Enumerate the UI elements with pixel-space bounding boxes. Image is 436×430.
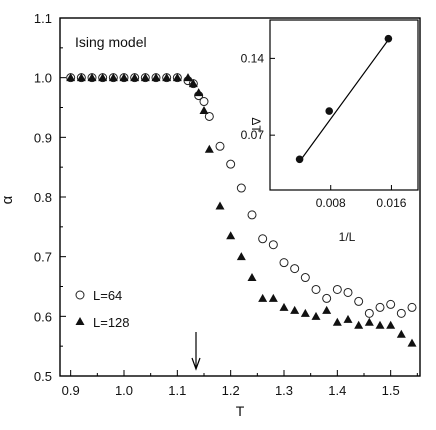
- y-tick-label: 0.8: [34, 190, 52, 205]
- data-point-filled-triangle: [130, 73, 140, 82]
- inset-fit-line: [299, 39, 389, 162]
- data-point-filled-triangle: [407, 338, 417, 347]
- data-point-filled-triangle: [151, 73, 161, 82]
- inset-x-tick-label: 0.016: [376, 196, 406, 210]
- data-point-filled-triangle: [268, 293, 278, 302]
- data-point-open-circle: [226, 159, 236, 169]
- data-point-open-circle: [396, 308, 406, 318]
- data-point-filled-triangle: [396, 329, 406, 338]
- x-tick-label: 1.3: [275, 383, 293, 398]
- data-point-filled-triangle: [76, 73, 86, 82]
- data-point-filled-triangle: [188, 79, 198, 88]
- y-axis-label: α: [0, 195, 16, 204]
- inset-x-tick-label: 0.008: [316, 196, 346, 210]
- y-tick-label: 1.0: [34, 71, 52, 86]
- data-point-open-circle: [311, 284, 321, 294]
- inset-y-tick-label: 0.14: [241, 51, 265, 65]
- arrow-head: [191, 357, 201, 371]
- inset-axis-ticks: 0.008 0.016 0.07 0.14: [241, 51, 407, 210]
- data-point-filled-triangle: [172, 73, 182, 82]
- data-point-filled-triangle: [343, 314, 353, 323]
- data-point-open-circle: [386, 299, 396, 309]
- data-point-open-circle: [364, 308, 374, 318]
- data-point-filled-triangle: [258, 293, 268, 302]
- inset-plot: 0.008 0.016 0.07 0.14 1/L ΔT: [241, 19, 419, 244]
- data-point-filled-triangle: [215, 201, 225, 210]
- data-point-filled-triangle: [119, 73, 129, 82]
- data-point-filled-triangle: [386, 320, 396, 329]
- data-point-open-circle: [375, 302, 385, 312]
- data-point-filled-triangle: [199, 105, 209, 114]
- inset-frame: [269, 19, 419, 191]
- y-tick-label: 0.9: [34, 130, 52, 145]
- x-tick-label: 1.1: [168, 383, 186, 398]
- data-point-filled-triangle: [300, 308, 310, 317]
- data-point-open-circle: [407, 302, 417, 312]
- data-point-filled-triangle: [140, 73, 150, 82]
- data-point-filled-triangle: [290, 305, 300, 314]
- inset-data-point: [384, 34, 393, 43]
- data-point-open-circle: [268, 240, 278, 250]
- x-tick-label: 1.4: [328, 383, 346, 398]
- annotation-label: Ising model: [75, 34, 147, 50]
- x-tick-label: 0.9: [62, 383, 80, 398]
- data-point-filled-triangle: [332, 317, 342, 326]
- data-point-open-circle: [332, 284, 342, 294]
- data-point-filled-triangle: [98, 73, 108, 82]
- data-point-filled-triangle: [236, 252, 246, 261]
- y-tick-label: 0.5: [34, 369, 52, 384]
- data-point-filled-triangle: [108, 73, 118, 82]
- data-point-filled-triangle: [364, 317, 374, 326]
- inset-data: [295, 34, 393, 164]
- main-data-series: [66, 73, 417, 347]
- data-point-filled-triangle: [204, 144, 214, 153]
- legend-marker-filled-triangle: [75, 317, 85, 325]
- x-tick-label: 1.2: [222, 383, 240, 398]
- data-point-filled-triangle: [375, 320, 385, 329]
- data-point-filled-triangle: [162, 73, 172, 82]
- data-point-open-circle: [300, 273, 310, 283]
- y-tick-label: 1.1: [34, 11, 52, 26]
- data-point-filled-triangle: [247, 273, 257, 282]
- data-point-open-circle: [354, 296, 364, 306]
- data-point-open-circle: [279, 258, 289, 268]
- y-tick-label: 0.6: [34, 309, 52, 324]
- data-point-open-circle: [215, 141, 225, 151]
- legend-marker-open-circle: [75, 290, 85, 300]
- x-axis-label: T: [236, 403, 245, 419]
- data-point-filled-triangle: [183, 73, 193, 82]
- data-point-open-circle: [322, 293, 332, 303]
- data-point-open-circle: [290, 264, 300, 274]
- data-point-filled-triangle: [87, 73, 97, 82]
- legend: L=64 L=128: [75, 288, 130, 330]
- data-point-open-circle: [343, 287, 353, 297]
- data-point-filled-triangle: [66, 73, 76, 82]
- data-point-filled-triangle: [279, 302, 289, 311]
- data-point-filled-triangle: [322, 305, 332, 314]
- inset-data-point: [295, 155, 304, 164]
- data-point-filled-triangle: [226, 231, 236, 240]
- data-point-filled-triangle: [194, 88, 204, 97]
- data-point-open-circle: [258, 234, 268, 244]
- main-axis-ticks: 0.9 1.0 1.1 1.2 1.3 1.4 1.5 0.5 0.6 0.7 0.8 0.9 1.0 1…: [34, 11, 418, 398]
- x-tick-label: 1.5: [382, 383, 400, 398]
- inset-y-tick-label: 0.07: [241, 128, 265, 142]
- y-tick-label: 0.7: [34, 250, 52, 265]
- critical-temperature-arrow: [191, 332, 201, 371]
- x-tick-label: 1.0: [115, 383, 133, 398]
- data-point-filled-triangle: [354, 320, 364, 329]
- inset-data-point: [325, 107, 334, 115]
- data-point-filled-triangle: [311, 311, 321, 320]
- inset-y-axis-label: ΔT: [249, 117, 263, 133]
- data-point-open-circle: [199, 97, 209, 107]
- data-point-open-circle: [204, 111, 214, 121]
- legend-label-series-2: L=128: [93, 315, 130, 330]
- legend-label-series-1: L=64: [93, 288, 122, 303]
- data-point-open-circle: [247, 210, 257, 220]
- data-point-open-circle: [236, 183, 246, 193]
- inset-x-axis-label: 1/L: [339, 230, 356, 244]
